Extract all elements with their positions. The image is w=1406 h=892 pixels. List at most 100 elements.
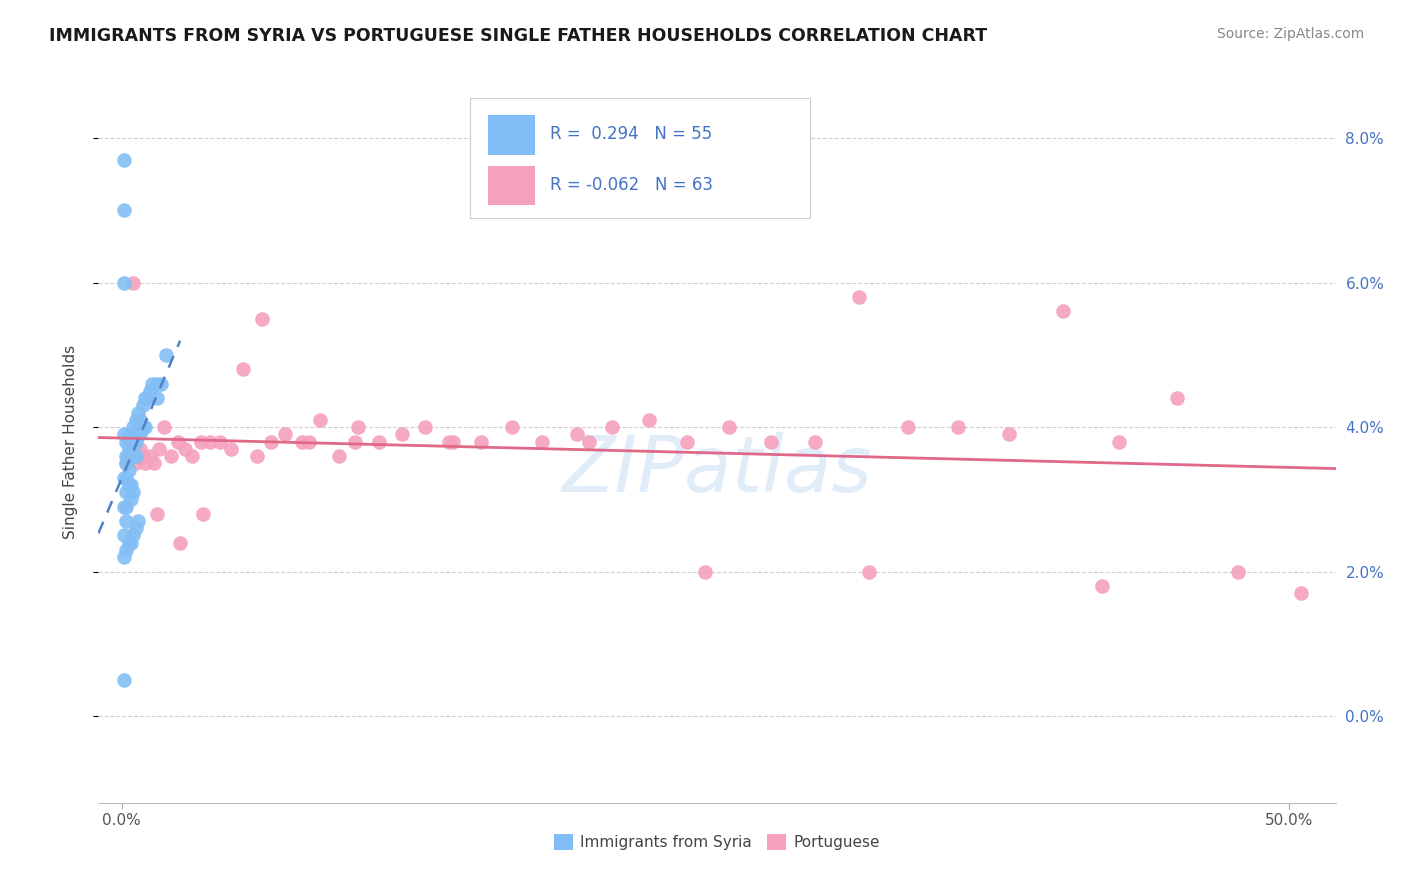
Point (118, 434, 141, 449)
Point (148, 442, 170, 456)
Point (250, 311, 273, 326)
Bar (488, 115, 536, 154)
Point (1166, 391, 1188, 405)
Point (125, 434, 148, 449)
Point (1108, 434, 1130, 449)
Point (346, 420, 368, 434)
Point (115, 456, 138, 470)
Point (122, 485, 145, 500)
Point (136, 391, 159, 405)
Point (946, 420, 969, 434)
Point (232, 362, 254, 376)
Point (391, 427, 413, 442)
Point (180, 449, 202, 463)
Legend: Immigrants from Syria, Portuguese: Immigrants from Syria, Portuguese (548, 829, 886, 856)
Point (260, 434, 283, 449)
Point (112, 427, 135, 442)
Point (1052, 304, 1074, 318)
Point (437, 434, 460, 449)
Point (122, 276, 145, 290)
Text: R = -0.062   N = 63: R = -0.062 N = 63 (550, 176, 713, 194)
Point (413, 420, 436, 434)
Point (134, 391, 156, 405)
Point (221, 442, 243, 456)
Point (127, 449, 149, 463)
Point (193, 507, 215, 521)
Point (118, 427, 141, 442)
Point (309, 413, 332, 427)
Point (166, 434, 188, 449)
Text: IMMIGRANTS FROM SYRIA VS PORTUGUESE SINGLE FATHER HOUSEHOLDS CORRELATION CHART: IMMIGRANTS FROM SYRIA VS PORTUGUESE SING… (49, 27, 987, 45)
Point (695, 565, 717, 579)
Point (858, 565, 880, 579)
Point (848, 290, 870, 304)
Point (297, 434, 319, 449)
Point (112, 673, 135, 687)
Point (146, 391, 169, 405)
Point (152, 420, 174, 434)
Text: Source: ZipAtlas.com: Source: ZipAtlas.com (1216, 27, 1364, 41)
Point (998, 427, 1021, 442)
Point (367, 434, 389, 449)
Point (328, 449, 350, 463)
Point (118, 535, 141, 549)
Point (125, 449, 148, 463)
Point (120, 434, 142, 449)
Point (112, 470, 135, 484)
Point (717, 420, 740, 434)
Point (600, 420, 623, 434)
Point (146, 376, 169, 391)
Point (120, 478, 142, 492)
Point (112, 528, 135, 542)
Bar (488, 166, 536, 205)
Point (115, 449, 138, 463)
Point (159, 449, 181, 463)
Point (897, 420, 920, 434)
Point (141, 376, 163, 391)
Point (274, 427, 297, 442)
Point (115, 434, 138, 449)
Point (675, 434, 697, 449)
Point (155, 348, 177, 362)
Point (115, 470, 138, 484)
Point (344, 434, 367, 449)
Point (290, 434, 312, 449)
Point (139, 384, 162, 398)
Point (759, 434, 782, 449)
Point (112, 550, 135, 565)
Point (501, 420, 523, 434)
Point (120, 535, 142, 549)
Point (120, 442, 142, 456)
Point (120, 442, 142, 456)
Point (1289, 586, 1312, 600)
Point (530, 434, 553, 449)
Point (118, 449, 141, 463)
Point (125, 456, 148, 470)
Point (122, 420, 145, 434)
Point (112, 276, 135, 290)
Point (804, 434, 827, 449)
Point (470, 434, 492, 449)
Point (638, 413, 661, 427)
Point (143, 456, 166, 470)
Point (129, 413, 152, 427)
FancyBboxPatch shape (470, 98, 810, 218)
Y-axis label: Single Father Households: Single Father Households (63, 344, 77, 539)
Point (200, 434, 222, 449)
Point (127, 427, 149, 442)
Point (118, 463, 141, 477)
Point (169, 535, 191, 549)
Point (120, 449, 142, 463)
Point (127, 406, 149, 420)
Point (115, 456, 138, 470)
Text: ZIPatlas: ZIPatlas (561, 433, 873, 508)
Point (173, 442, 195, 456)
Point (112, 500, 135, 514)
Point (125, 413, 148, 427)
Point (122, 434, 145, 449)
Point (118, 449, 141, 463)
Point (208, 434, 231, 449)
Point (132, 398, 155, 412)
Point (112, 153, 135, 167)
Point (112, 203, 135, 218)
